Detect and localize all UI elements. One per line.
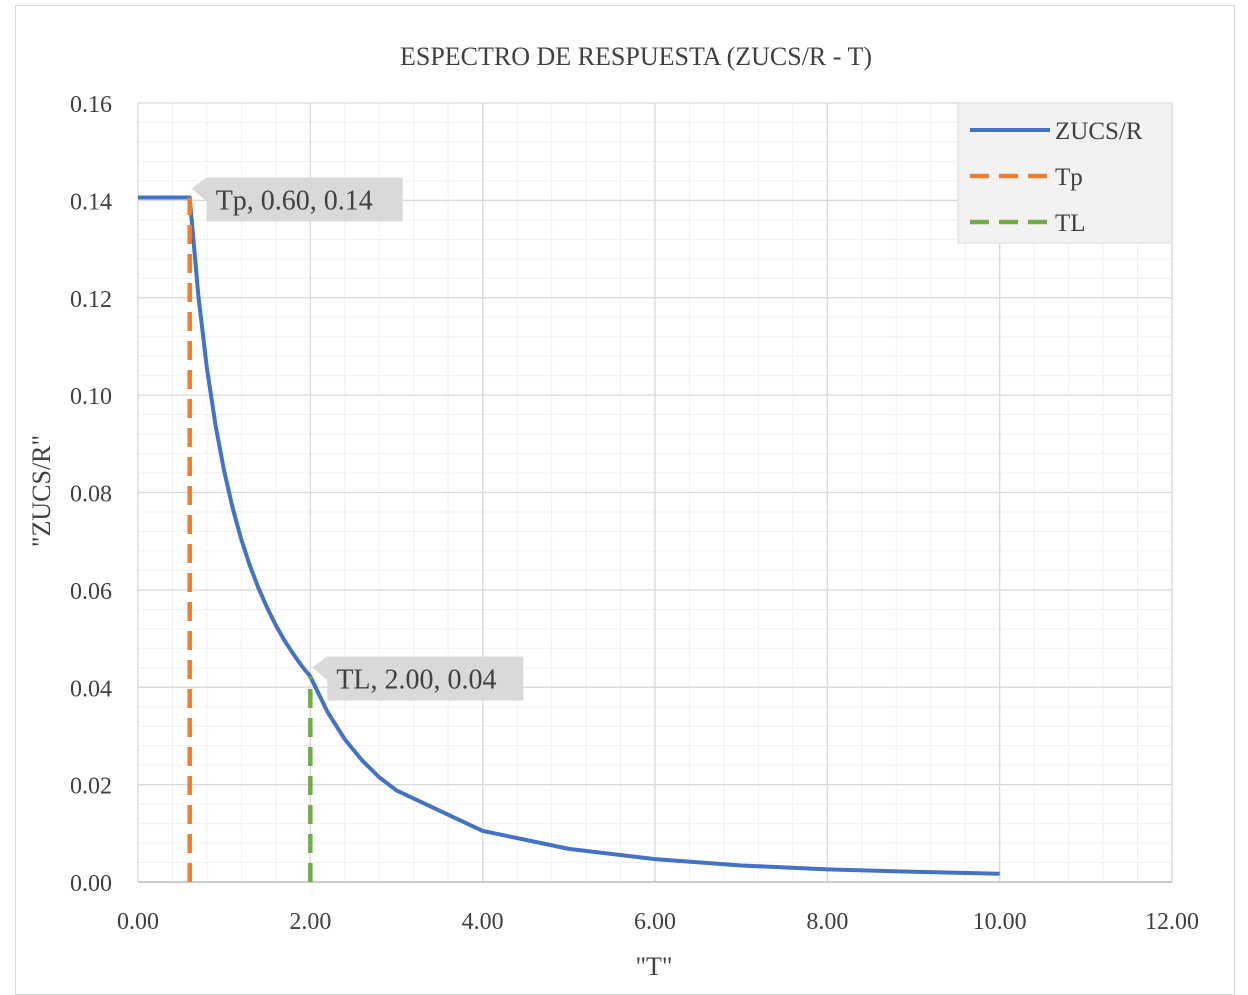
series-layer	[138, 195, 1000, 882]
x-tick-label: 0.00	[117, 909, 159, 935]
callout-pointer	[312, 656, 328, 681]
y-tick-label: 0.02	[70, 774, 112, 800]
callout-label: TL, 2.00, 0.04	[336, 665, 496, 696]
y-tick-label: 0.08	[70, 482, 112, 508]
legend-label: ZUCS/R	[1055, 118, 1143, 145]
legend-label: TL	[1055, 210, 1086, 237]
y-tick-label: 0.06	[70, 579, 112, 605]
x-tick-label: 2.00	[289, 909, 331, 935]
legend-box	[957, 102, 1173, 244]
chart-title: ESPECTRO DE RESPUESTA (ZUCS/R - T)	[400, 42, 872, 71]
callout-tp: Tp, 0.60, 0.14	[191, 177, 403, 222]
y-axis-title: "ZUCS/R"	[27, 435, 56, 547]
callout-box	[327, 656, 524, 701]
x-tick-label: 8.00	[806, 909, 848, 935]
x-tick-label: 10.00	[973, 909, 1027, 935]
y-tick-label: 0.10	[70, 384, 112, 410]
y-tick-label: 0.16	[70, 92, 112, 118]
series-zucs-r	[138, 195, 1000, 876]
x-axis-ticks: 0.00 2.00 4.00 6.00 8.00 10.00 12.00	[117, 909, 1199, 935]
callout-pointer	[191, 177, 207, 202]
x-tick-label: 6.00	[634, 909, 676, 935]
callout-tl: TL, 2.00, 0.04	[312, 656, 524, 701]
legend: ZUCS/R Tp TL	[957, 102, 1173, 244]
y-axis-ticks: 0.00 0.02 0.04 0.06 0.08 0.10 0.12 0.14 0.16	[70, 92, 112, 897]
x-tick-label: 12.00	[1145, 909, 1199, 935]
y-tick-label: 0.14	[70, 189, 112, 215]
y-tick-label: 0.00	[70, 871, 112, 897]
legend-label: Tp	[1055, 164, 1083, 191]
x-tick-label: 4.00	[462, 909, 504, 935]
callout-box	[206, 177, 403, 222]
callout-label: Tp, 0.60, 0.14	[216, 185, 373, 216]
annotations: Tp, 0.60, 0.14 TL, 2.00, 0.04	[191, 177, 524, 701]
y-tick-label: 0.04	[70, 676, 112, 702]
y-tick-label: 0.12	[70, 287, 112, 313]
x-axis-title: "T"	[635, 952, 672, 981]
